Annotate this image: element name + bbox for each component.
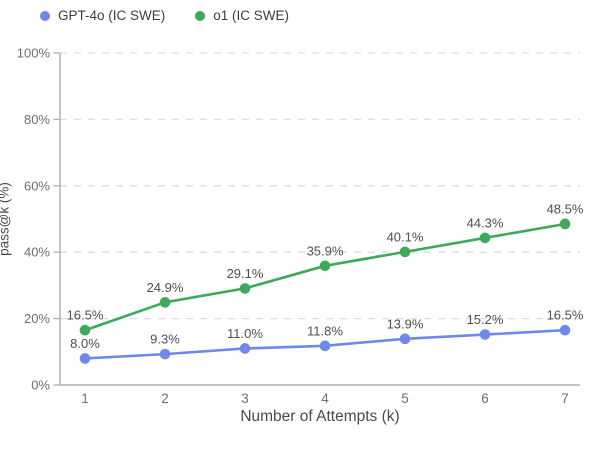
data-point-marker-gpt-4o-ic-swe [559,324,571,336]
data-point-label-gpt-4o-ic-swe: 15.2% [467,312,504,327]
data-point-label-gpt-4o-ic-swe: 13.9% [387,316,424,331]
legend-item-o1: o1 (IC SWE) [195,8,289,24]
data-point-marker-gpt-4o-ic-swe [239,343,251,354]
x-tick-label: 7 [561,391,569,406]
data-point-label-gpt-4o-ic-swe: 8.0% [70,336,100,351]
x-tick-label: 6 [481,391,489,406]
data-point-marker-gpt-4o-ic-swe [479,329,491,340]
x-tick-label: 3 [241,391,249,406]
data-point-marker-gpt-4o-ic-swe [159,348,171,360]
x-tick-label: 1 [81,391,89,406]
data-point-marker-gpt-4o-ic-swe [399,333,411,345]
data-point-label-o1-ic-swe: 44.3% [467,215,504,230]
y-tick-label: 40% [24,245,50,260]
data-point-marker-o1-ic-swe [79,324,91,336]
data-point-marker-o1-ic-swe [559,218,571,230]
y-tick-label: 80% [24,112,50,127]
data-point-label-gpt-4o-ic-swe: 9.3% [150,332,180,347]
data-point-label-o1-ic-swe: 29.1% [227,266,264,281]
data-point-label-gpt-4o-ic-swe: 16.5% [547,308,584,323]
legend-label-o1: o1 (IC SWE) [213,8,290,23]
data-point-label-gpt-4o-ic-swe: 11.0% [227,326,263,341]
y-tick-label: 0% [31,378,50,393]
legend-item-gpt-4o: GPT-4o (IC SWE) [40,8,165,24]
legend-marker-o1-icon [195,11,206,21]
data-point-label-o1-ic-swe: 40.1% [387,229,424,244]
data-point-marker-o1-ic-swe [479,232,491,244]
data-point-marker-gpt-4o-ic-swe [79,353,91,364]
data-point-marker-gpt-4o-ic-swe [319,340,331,352]
x-tick-label: 2 [161,391,169,406]
x-tick-label: 5 [401,391,409,406]
data-point-label-o1-ic-swe: 24.9% [147,280,184,295]
data-point-marker-o1-ic-swe [399,246,411,258]
data-point-label-o1-ic-swe: 35.9% [307,243,344,258]
legend-label-gpt-4o: GPT-4o (IC SWE) [58,8,166,23]
y-axis-title: pass@k (%) [0,182,12,256]
chart-legend: GPT-4o (IC SWE) o1 (IC SWE) [40,8,289,24]
data-point-label-o1-ic-swe: 16.5% [67,308,104,323]
data-point-marker-o1-ic-swe [239,283,251,294]
y-tick-label: 20% [24,311,50,326]
data-point-label-o1-ic-swe: 48.5% [547,201,584,216]
y-tick-label: 100% [17,46,51,61]
data-point-marker-o1-ic-swe [319,260,331,272]
data-point-label-gpt-4o-ic-swe: 11.8% [307,323,343,338]
y-tick-label: 60% [24,178,50,193]
x-tick-label: 4 [321,391,329,406]
legend-marker-gpt-4o-icon [40,11,50,21]
x-axis-title: Number of Attempts (k) [240,408,400,425]
data-point-marker-o1-ic-swe [159,297,171,308]
